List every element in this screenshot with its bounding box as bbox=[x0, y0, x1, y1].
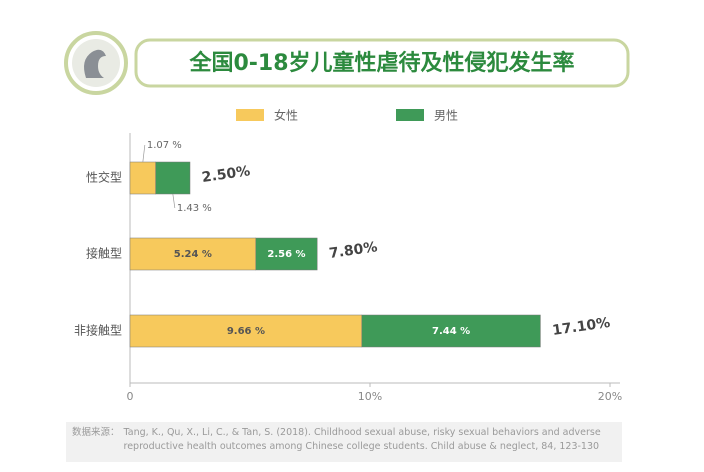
legend-label: 男性 bbox=[434, 109, 458, 123]
total-label: 7.80% bbox=[328, 239, 378, 262]
total-label: 17.10% bbox=[551, 315, 611, 339]
x-tick-label: 10% bbox=[358, 390, 382, 403]
bar bbox=[361, 314, 541, 348]
y-tick-label: 性交型 bbox=[86, 170, 122, 185]
legend-label: 女性 bbox=[274, 108, 298, 123]
source-text: Tang, K., Qu, X., Li, C., & Tan, S. (201… bbox=[123, 427, 601, 452]
leader-line bbox=[172, 193, 176, 209]
total-label: 2.50% bbox=[201, 163, 251, 186]
data-label: 7.44 % bbox=[432, 326, 470, 337]
data-label: 2.56 % bbox=[267, 249, 305, 260]
title-box bbox=[134, 38, 630, 88]
legend-swatch bbox=[396, 109, 424, 121]
leader-line bbox=[142, 144, 146, 163]
y-tick-label: 非接触型 bbox=[74, 323, 122, 338]
bar bbox=[129, 161, 156, 195]
chart-title: 全国0-18岁儿童性虐待及性侵犯发生率 bbox=[188, 50, 574, 76]
source-label: 数据来源： bbox=[72, 427, 120, 438]
x-tick-label: 0 bbox=[127, 390, 134, 403]
data-label: 9.66 % bbox=[227, 326, 265, 337]
bar bbox=[255, 237, 318, 271]
x-tick-label: 20% bbox=[598, 390, 622, 403]
data-label: 1.43 % bbox=[177, 203, 212, 214]
data-label: 1.07 % bbox=[147, 140, 182, 151]
y-tick-label: 接触型 bbox=[86, 246, 122, 261]
legend-swatch bbox=[236, 109, 264, 121]
source-box: 数据来源： Tang, K., Qu, X., Li, C., & Tan, S… bbox=[66, 422, 622, 462]
bar bbox=[129, 314, 363, 348]
data-label: 5.24 % bbox=[174, 249, 212, 260]
icon-figure bbox=[84, 49, 106, 78]
bar bbox=[155, 161, 191, 195]
